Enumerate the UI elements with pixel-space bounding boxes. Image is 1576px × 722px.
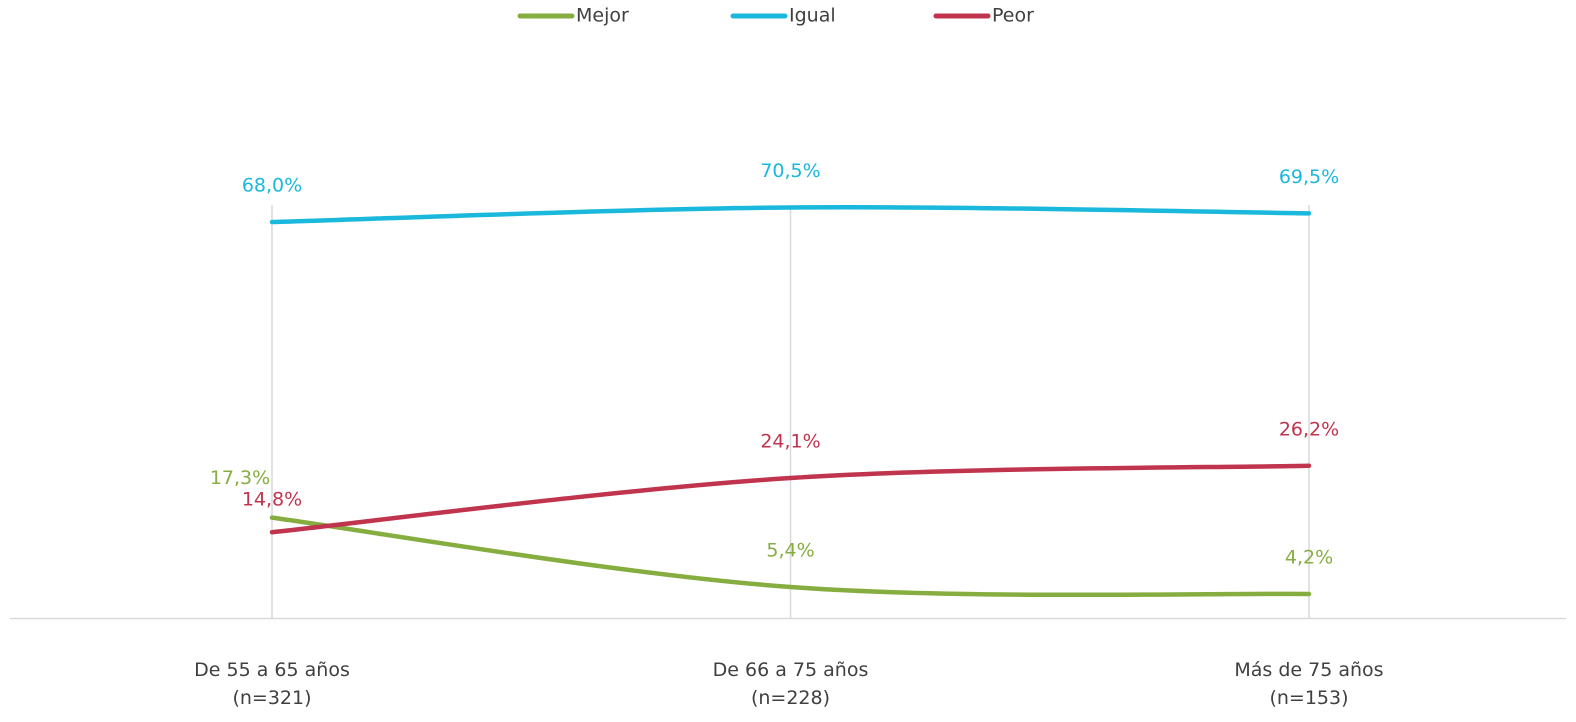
legend-label: Peor	[992, 5, 1034, 27]
data-label: 69,5%	[1279, 166, 1339, 188]
data-label: 4,2%	[1285, 547, 1333, 569]
data-label: 26,2%	[1279, 418, 1339, 440]
series-line	[269, 463, 1312, 535]
x-tick-label: Más de 75 años (n=153)	[1234, 659, 1383, 709]
data-label: 70,5%	[760, 160, 820, 182]
data-label: 14,8%	[242, 489, 302, 511]
data-label: 68,0%	[242, 175, 302, 197]
x-tick-label: De 66 a 75 años (n=228)	[713, 659, 869, 709]
x-tick-label: De 55 a 65 años (n=321)	[194, 659, 350, 709]
data-label: 17,3%	[210, 467, 270, 489]
legend-label: Mejor	[576, 5, 629, 27]
series-line	[269, 515, 1312, 598]
series-line	[269, 205, 1312, 225]
data-label: 5,4%	[766, 540, 814, 562]
data-label: 24,1%	[760, 430, 820, 452]
legend-label: Igual	[789, 5, 836, 27]
